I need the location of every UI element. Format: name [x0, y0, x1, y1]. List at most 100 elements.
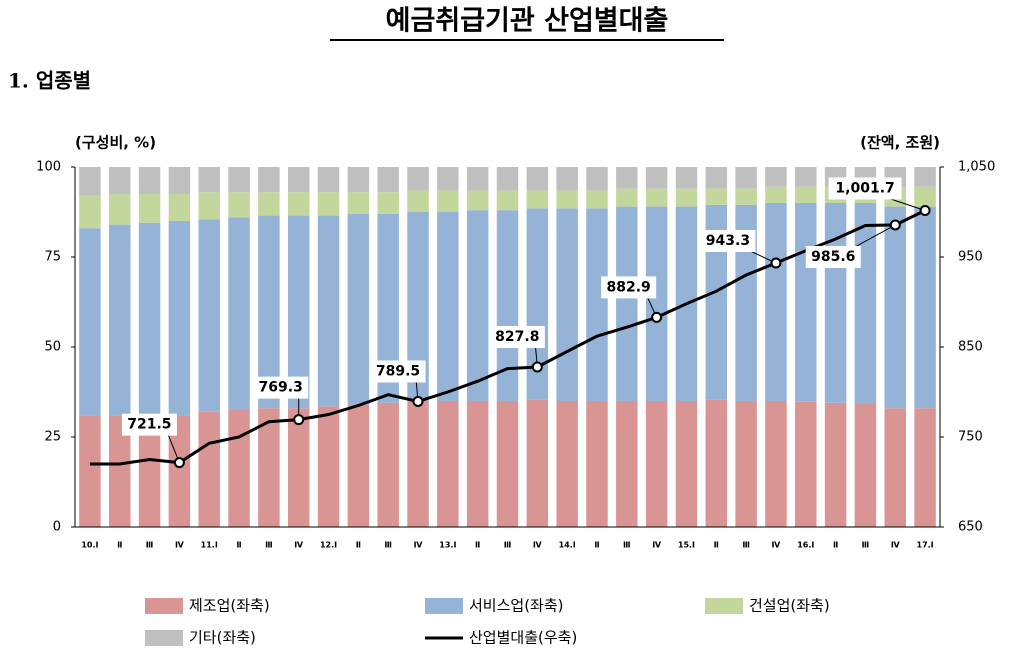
legend-swatch — [425, 598, 463, 614]
y2-tick-label: 1,050 — [958, 160, 995, 175]
bar-segment — [407, 190, 429, 212]
x-tick-label: Ⅲ — [265, 541, 273, 550]
bar-segment — [407, 212, 429, 401]
y-tick-label: 25 — [44, 430, 61, 445]
y2-axis-label: (잔액, 조원) — [860, 134, 940, 152]
bar-segment — [466, 401, 489, 527]
label-box — [601, 276, 657, 299]
label-box — [700, 230, 756, 253]
bar-segment — [109, 167, 131, 194]
bar-segment — [287, 215, 310, 409]
x-tick-label: 15.Ⅰ — [678, 541, 695, 550]
bar-segment — [317, 167, 340, 193]
legend-swatch — [705, 598, 743, 614]
label-box — [489, 325, 545, 348]
bar-segment — [109, 194, 131, 225]
line-marker — [173, 457, 185, 469]
bar-segment — [347, 192, 370, 214]
bar-segment — [824, 402, 847, 527]
bar-segment — [526, 167, 549, 191]
x-tick-label: Ⅲ — [623, 541, 631, 550]
bar-segment — [675, 401, 698, 527]
y-tick-label: 0 — [53, 520, 61, 535]
bar-segment — [198, 192, 220, 220]
bar-segment — [616, 167, 638, 189]
y-tick-label: 75 — [44, 250, 61, 265]
bar-segment — [645, 401, 668, 527]
label-box — [828, 177, 902, 200]
x-tick-label: Ⅱ — [236, 541, 241, 550]
bar-segment — [258, 192, 280, 216]
bar-segment — [287, 167, 310, 193]
bar-segment — [705, 204, 728, 400]
bar-segment — [735, 401, 757, 527]
bar-segment — [765, 401, 787, 527]
bar-segment — [138, 222, 161, 414]
label-box — [805, 245, 861, 268]
x-tick-label: 12.Ⅰ — [320, 541, 337, 550]
bar-segment — [586, 401, 608, 527]
bar-segment — [616, 401, 638, 527]
bar-segment — [854, 203, 877, 404]
x-tick-label: Ⅱ — [117, 541, 122, 550]
bar-segment — [586, 190, 608, 209]
y2-tick-label: 750 — [958, 430, 983, 445]
bar-segment — [496, 167, 519, 191]
data-label: 789.5 — [376, 363, 420, 379]
y-tick-label: 50 — [44, 340, 61, 355]
bar-segment — [377, 402, 399, 527]
bar-segment — [735, 188, 757, 205]
bar-segment — [735, 204, 757, 401]
y2-tick-label: 650 — [958, 520, 983, 535]
label-box — [121, 413, 177, 436]
bar-segment — [675, 167, 698, 189]
bar-segment — [258, 408, 280, 527]
bar-segment — [645, 167, 668, 189]
bar-segment — [347, 404, 370, 527]
bar-segment — [795, 401, 817, 527]
bar-segment — [765, 167, 787, 187]
x-tick-label: Ⅲ — [504, 541, 512, 550]
bar-segment — [287, 408, 310, 527]
bar-segment — [645, 206, 668, 401]
x-tick-label: 11.Ⅰ — [201, 541, 218, 550]
bar-segment — [79, 228, 101, 416]
data-label: 721.5 — [127, 417, 171, 433]
bar-segment — [377, 213, 399, 403]
bar-segment — [168, 194, 191, 221]
line-series — [89, 209, 926, 466]
x-tick-label: Ⅳ — [414, 541, 423, 550]
bar-segment — [466, 210, 489, 401]
bar-segment — [824, 203, 847, 403]
bar-segment — [377, 167, 399, 193]
line-marker — [889, 219, 901, 231]
subtitle: 1. 업종별 — [8, 69, 91, 93]
y2-tick-label: 950 — [958, 250, 983, 265]
line-marker — [293, 414, 305, 426]
bar-segment — [616, 206, 638, 401]
bar-segment — [526, 399, 549, 527]
bar-segment — [496, 401, 519, 527]
bar-segment — [914, 167, 936, 187]
data-label: 943.3 — [706, 233, 750, 249]
bar-segment — [258, 167, 280, 193]
x-tick-label: Ⅲ — [742, 541, 750, 550]
bar-segment — [79, 415, 101, 527]
legend-label: 건설업(좌축) — [749, 597, 830, 615]
bar-segment — [765, 186, 787, 203]
bar-segment — [914, 186, 936, 207]
bar-segment — [317, 215, 340, 407]
bar-segment — [377, 192, 399, 214]
legend-label: 기타(좌축) — [189, 629, 256, 647]
bar-segment — [198, 167, 220, 193]
bar-segment — [168, 167, 191, 194]
bar-segment — [437, 401, 459, 527]
bar-segment — [586, 208, 608, 401]
bar-segment — [466, 190, 489, 211]
bar-segment — [914, 408, 936, 527]
line-marker — [531, 361, 543, 373]
bar-segment — [466, 167, 489, 191]
bar-segment — [168, 415, 191, 527]
bar-segment — [795, 203, 817, 402]
bar-segment — [109, 224, 131, 416]
